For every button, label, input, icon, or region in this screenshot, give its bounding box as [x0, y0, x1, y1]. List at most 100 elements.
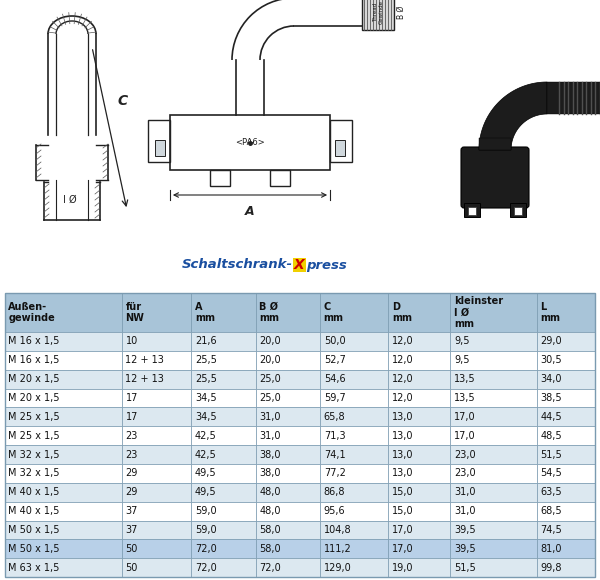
Text: X: X [294, 258, 305, 272]
Bar [191, 464, 256, 483]
Bar [320, 351, 388, 370]
Bar [191, 502, 256, 521]
FancyBboxPatch shape [461, 147, 529, 208]
Bar [5, 521, 122, 539]
Text: C: C [117, 94, 127, 108]
Bar [256, 483, 320, 502]
Bar [256, 426, 320, 445]
Text: 25,5: 25,5 [195, 356, 217, 365]
Text: 81,0: 81,0 [540, 544, 562, 554]
Bar [256, 521, 320, 539]
Bar [122, 293, 191, 332]
Text: 129,0: 129,0 [324, 563, 352, 572]
Text: 20,0: 20,0 [259, 336, 281, 346]
Text: M 63 x 1,5: M 63 x 1,5 [8, 563, 60, 572]
Bar [191, 389, 256, 407]
Bar [451, 332, 536, 351]
Text: 50: 50 [125, 563, 138, 572]
Bar [320, 426, 388, 445]
Text: Außen-
gewinde: Außen- gewinde [8, 302, 55, 323]
Text: 31,0: 31,0 [259, 431, 281, 441]
Text: 38,0: 38,0 [259, 469, 281, 478]
Text: 13,0: 13,0 [392, 412, 413, 422]
Text: 49,5: 49,5 [195, 487, 217, 497]
Text: 71,3: 71,3 [324, 431, 346, 441]
Text: kleinster
I Ø
mm: kleinster I Ø mm [454, 296, 503, 329]
Bar [170, 115, 330, 170]
Text: B Ø: B Ø [397, 5, 406, 19]
Text: 99,8: 99,8 [540, 563, 562, 572]
Bar [451, 483, 536, 502]
Bar [320, 558, 388, 577]
Bar [388, 293, 451, 332]
Text: 17,0: 17,0 [454, 412, 476, 422]
Text: 38,0: 38,0 [259, 450, 281, 459]
Bar [256, 407, 320, 426]
Text: 12 + 13: 12 + 13 [125, 356, 164, 365]
Bar [536, 558, 595, 577]
Bar [191, 426, 256, 445]
Bar [388, 502, 451, 521]
Text: 34,0: 34,0 [540, 374, 562, 384]
Bar [388, 521, 451, 539]
Text: Thread
Gewinde: Thread Gewinde [373, 0, 383, 24]
Text: 21,6: 21,6 [195, 336, 217, 346]
Bar [451, 407, 536, 426]
Bar [5, 389, 122, 407]
Text: 25,0: 25,0 [259, 393, 281, 403]
Text: M 16 x 1,5: M 16 x 1,5 [8, 356, 60, 365]
Bar [256, 464, 320, 483]
Text: press: press [306, 259, 347, 271]
Text: M 16 x 1,5: M 16 x 1,5 [8, 336, 60, 346]
Bar [122, 445, 191, 464]
Text: 12 + 13: 12 + 13 [125, 374, 164, 384]
Text: 29,0: 29,0 [540, 336, 562, 346]
Bar [320, 521, 388, 539]
Bar [514, 207, 522, 215]
Text: 15,0: 15,0 [392, 506, 413, 516]
Bar [451, 445, 536, 464]
Bar [479, 138, 511, 150]
Text: 17: 17 [125, 412, 138, 422]
Bar [320, 483, 388, 502]
Text: M 40 x 1,5: M 40 x 1,5 [8, 506, 60, 516]
Text: 15,0: 15,0 [392, 487, 413, 497]
Bar [510, 203, 526, 217]
Text: 65,8: 65,8 [324, 412, 346, 422]
Text: 86,8: 86,8 [324, 487, 345, 497]
Bar [388, 445, 451, 464]
Bar [122, 483, 191, 502]
Bar [536, 502, 595, 521]
Bar [256, 539, 320, 558]
Text: C
mm: C mm [324, 302, 344, 323]
Bar [330, 120, 352, 162]
Bar [362, 0, 394, 30]
Text: 9,5: 9,5 [454, 336, 469, 346]
Text: 37: 37 [125, 525, 138, 535]
Text: 68,5: 68,5 [540, 506, 562, 516]
Text: 58,0: 58,0 [259, 544, 281, 554]
Bar [5, 558, 122, 577]
Text: 13,0: 13,0 [392, 469, 413, 478]
Text: 104,8: 104,8 [324, 525, 352, 535]
Bar [320, 332, 388, 351]
Bar [122, 332, 191, 351]
Bar [5, 293, 122, 332]
Text: 17: 17 [125, 393, 138, 403]
Bar [388, 389, 451, 407]
Text: 31,0: 31,0 [454, 487, 475, 497]
Bar [335, 140, 345, 156]
Bar [536, 389, 595, 407]
Bar [191, 332, 256, 351]
Bar [256, 370, 320, 389]
Bar [191, 483, 256, 502]
Text: 42,5: 42,5 [195, 431, 217, 441]
Bar [256, 558, 320, 577]
Bar [270, 170, 290, 186]
Bar [320, 293, 388, 332]
Text: 13,0: 13,0 [392, 450, 413, 459]
Text: 12,0: 12,0 [392, 356, 413, 365]
Bar [451, 426, 536, 445]
Bar [256, 502, 320, 521]
Text: 72,0: 72,0 [195, 544, 217, 554]
